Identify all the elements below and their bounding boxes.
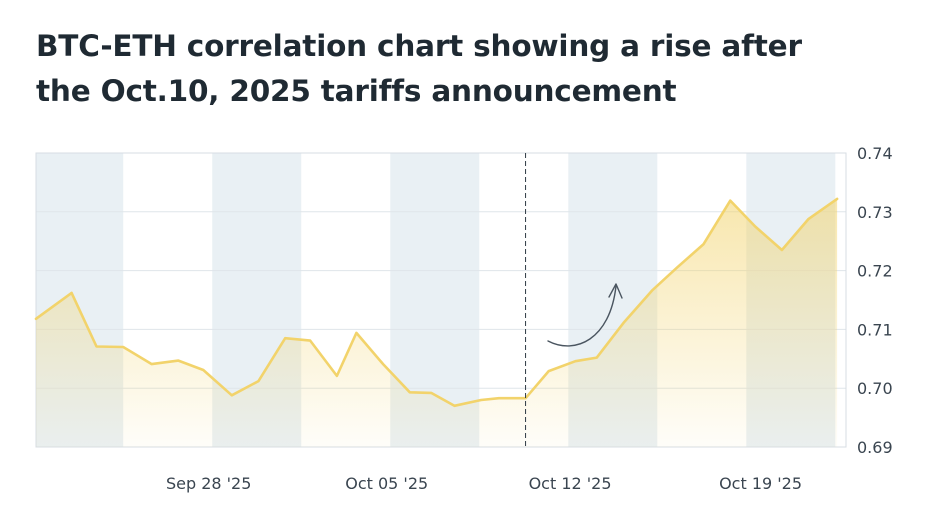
x-tick-label: Sep 28 '25 [166,474,251,493]
series-line [34,197,839,408]
y-tick-label: 0.73 [857,203,893,222]
y-tick-label: 0.74 [857,144,893,163]
x-tick-label: Oct 19 '25 [719,474,802,493]
series-area [36,198,838,447]
x-tick-label: Oct 05 '25 [345,474,428,493]
y-tick-label: 0.69 [857,438,893,457]
y-tick-label: 0.72 [857,262,893,281]
trend-arrow-icon [547,285,617,347]
chart-title: BTC-ETH correlation chart showing a rise… [36,24,896,114]
y-tick-label: 0.70 [857,379,893,398]
y-tick-label: 0.71 [857,320,893,339]
x-tick-label: Oct 12 '25 [529,474,612,493]
chart-title-line-1: BTC-ETH correlation chart showing a rise… [36,29,802,63]
trend-arrow-head-icon [608,283,623,299]
chart-title-line-2: the Oct.10, 2025 tariffs announcement [36,74,677,108]
